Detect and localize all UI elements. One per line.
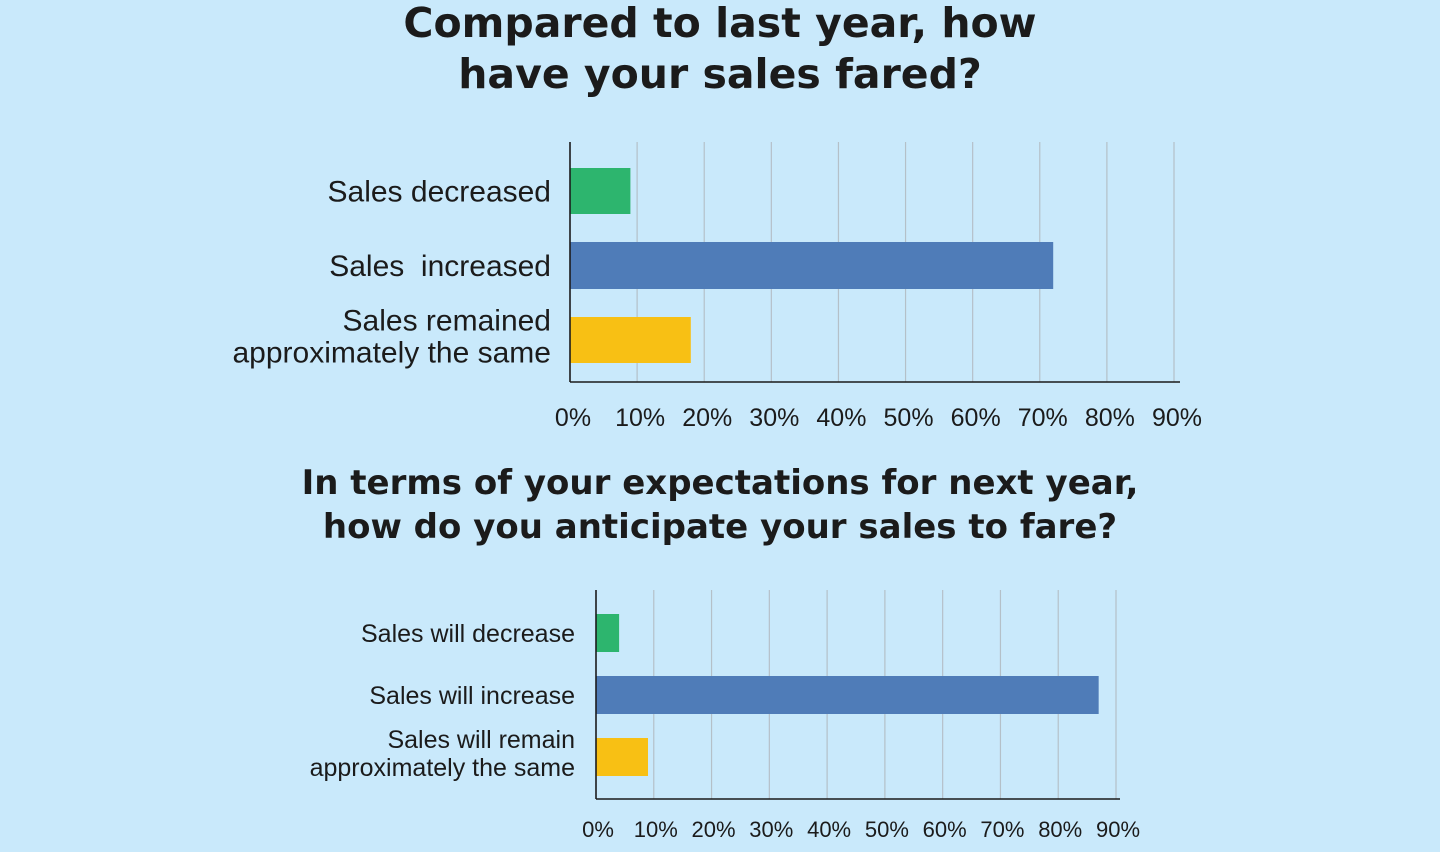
chart-2-category-label-1: Sales will decrease [361,620,575,648]
chart-1-bar-1 [570,168,631,214]
chart-2-tick-label-1: 10% [634,817,678,842]
chart-2-title-line-2: how do you anticipate your sales to fare… [322,507,1118,547]
chart-1-tick-label-0: 0% [555,404,591,432]
chart-2-category-label-1-line-1: Sales will decrease [361,620,575,648]
chart-1-category-label-3: Sales remained approximately the same [233,305,552,370]
chart-2-bar-3 [596,738,648,776]
chart-2-category-label-2-line-1: Sales will increase [369,682,575,710]
chart-2-tick-label-4: 40% [807,817,851,842]
chart-2-category-label-3: Sales will remain approximately the same [310,726,575,782]
chart-2-tick-label-2: 20% [692,817,736,842]
chart-2-tick-label-7: 70% [980,817,1024,842]
chart-2-title: In terms of your expectations for next y… [0,461,1440,549]
chart-1-tick-label-5: 50% [884,404,934,432]
chart-1-category-label-1-line-1: Sales decreased [328,176,551,209]
chart-1-tick-label-9: 90% [1152,404,1202,432]
chart-1-category-label-3-line-2: approximately the same [233,337,552,370]
chart-2-category-label-3-line-2: approximately the same [310,754,575,782]
chart-1-category-label-2-line-1: Sales increased [329,250,551,283]
chart-2-tick-label-0: 0% [582,817,614,842]
chart-2-title-line-1: In terms of your expectations for next y… [301,463,1139,503]
chart-1-title-line-2: have your sales fared? [458,50,982,98]
chart-1-bar-3 [570,317,691,363]
chart-1-tick-label-2: 20% [682,404,732,432]
chart-1-bar-2 [570,242,1054,289]
chart-2-category-label-2: Sales will increase [369,682,575,710]
chart-1-tick-label-8: 80% [1085,404,1135,432]
chart-1-tick-label-7: 70% [1018,404,1068,432]
chart-2-tick-label-8: 80% [1038,817,1082,842]
chart-2-tick-label-5: 50% [865,817,909,842]
chart-1-title-line-1: Compared to last year, how [403,0,1037,47]
chart-1-tick-label-1: 10% [615,404,665,432]
chart-2-bar-2 [596,676,1099,714]
chart-2-tick-label-3: 30% [749,817,793,842]
chart-1-category-label-3-line-1: Sales remained [343,305,551,338]
chart-1-tick-label-4: 40% [816,404,866,432]
chart-2-tick-label-6: 60% [923,817,967,842]
chart-1-title: Compared to last year, how have your sal… [0,0,1440,100]
chart-2-tick-label-9: 90% [1096,817,1140,842]
chart-1-tick-label-6: 60% [951,404,1001,432]
chart-1-category-label-1: Sales decreased [328,176,551,209]
chart-1-tick-label-3: 30% [749,404,799,432]
chart-2-category-label-3-line-1: Sales will remain [387,726,575,754]
chart-2-bar-1 [596,614,620,652]
chart-1-category-label-2: Sales increased [329,250,551,283]
